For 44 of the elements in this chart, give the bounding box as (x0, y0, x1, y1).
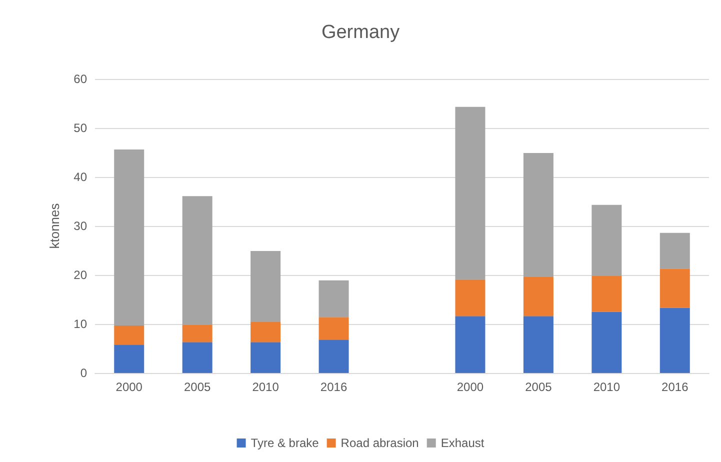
bar (182, 196, 212, 325)
bar (250, 322, 281, 342)
bar (455, 279, 486, 316)
bar (114, 325, 144, 345)
x-tick-label: 2005 (525, 380, 552, 394)
x-tick-label: 2016 (320, 380, 348, 394)
bar (523, 152, 554, 277)
y-tick-label: 50 (74, 121, 88, 135)
y-tick-label: 10 (74, 317, 88, 331)
x-tick-label: 2000 (456, 380, 484, 394)
bar (523, 276, 554, 316)
x-tick-label: 2000 (116, 380, 143, 394)
bar (318, 317, 349, 340)
legend-label: Exhaust (440, 436, 485, 450)
bar (523, 316, 554, 373)
bar (592, 204, 622, 276)
bar (455, 316, 486, 373)
chart-title: Germany (321, 22, 400, 43)
bar (182, 342, 212, 373)
x-tick-label: 2016 (662, 380, 689, 394)
bar (592, 276, 622, 312)
bar (592, 312, 622, 373)
bar (250, 342, 281, 373)
y-tick-label: 60 (74, 72, 88, 86)
y-axis-title: ktonnes (47, 202, 62, 249)
legend-label: Road abrasion (340, 436, 419, 450)
legend-label: Tyre & brake (250, 436, 320, 450)
bar (318, 340, 349, 373)
bar (182, 324, 212, 342)
y-tick-label: 0 (80, 366, 88, 380)
x-tick-label: 2005 (184, 380, 212, 394)
x-tick-label: 2010 (593, 380, 620, 394)
y-tick-label: 30 (74, 219, 88, 233)
bar (114, 344, 144, 373)
y-tick-label: 40 (74, 170, 88, 184)
bar (250, 250, 281, 322)
bar (455, 106, 486, 280)
bar (660, 232, 690, 269)
y-tick-label: 20 (74, 268, 88, 282)
bar (660, 268, 690, 308)
x-tick-label: 2010 (252, 380, 280, 394)
bar (660, 308, 690, 373)
bar (318, 280, 349, 318)
bar (114, 150, 144, 326)
